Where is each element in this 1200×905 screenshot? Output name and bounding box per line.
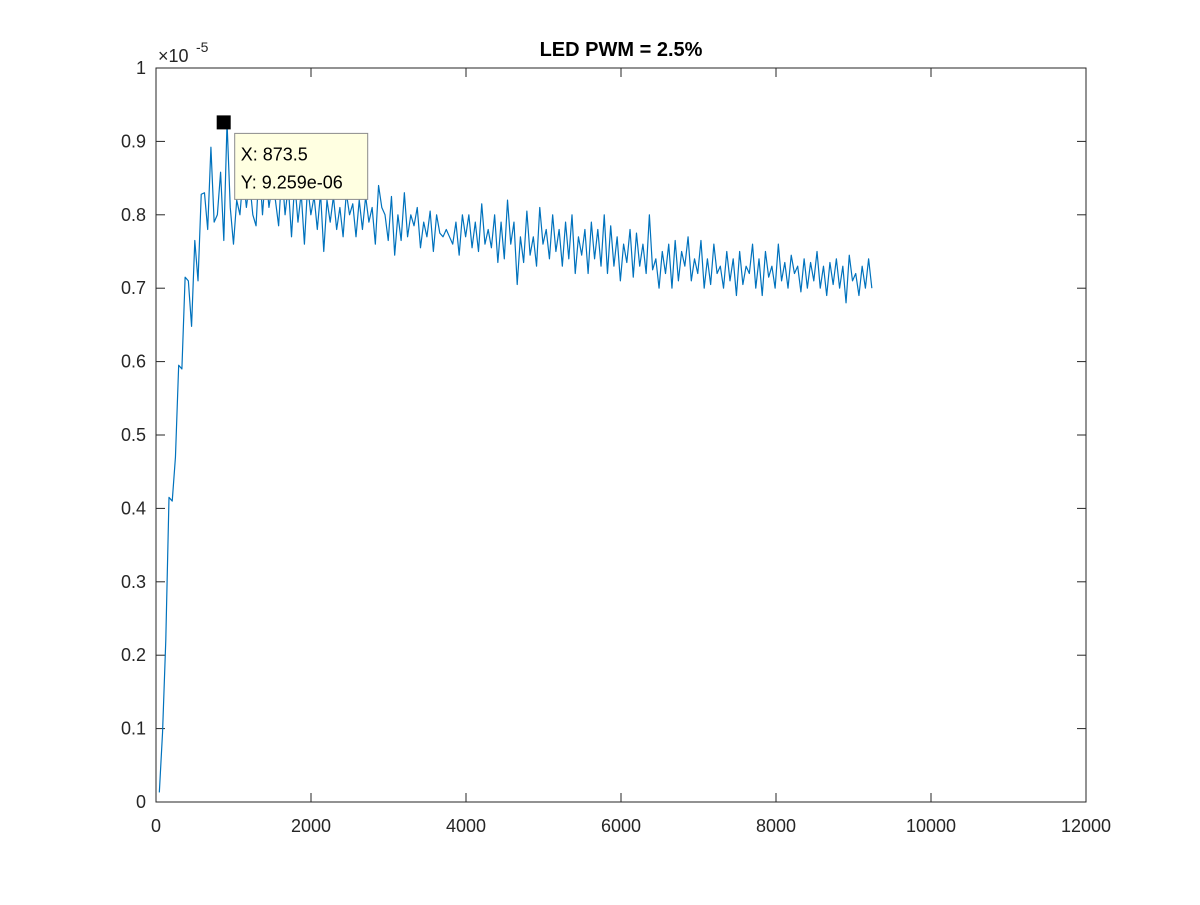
datatip-y-text: Y: 9.259e-06: [241, 172, 343, 192]
y-tick-label: 0: [136, 792, 146, 812]
series-line: [158, 121, 873, 793]
y-axis-exponent-base: ×10: [158, 46, 189, 66]
datatip[interactable]: X: 873.5 Y: 9.259e-06: [216, 115, 369, 200]
x-tick-label: 8000: [756, 816, 796, 836]
y-tick-label: 0.4: [121, 498, 146, 518]
x-axis: 0 2000 4000 6000 8000 10000 12000: [151, 68, 1111, 836]
y-tick-label: 0.3: [121, 572, 146, 592]
y-tick-label: 0.1: [121, 719, 146, 739]
datatip-box: [234, 132, 369, 200]
y-tick-label: 0.6: [121, 352, 146, 372]
datatip-x-text: X: 873.5: [241, 144, 308, 164]
x-tick-label: 0: [151, 816, 161, 836]
y-axis: 0 0.1 0.2 0.3 0.4 0.5 0.6 0.7 0.8 0.9 1: [121, 58, 1086, 812]
datatip-marker[interactable]: [216, 115, 231, 130]
y-tick-label: 0.2: [121, 645, 146, 665]
x-tick-label: 4000: [446, 816, 486, 836]
y-tick-label: 0.9: [121, 131, 146, 151]
y-axis-exponent-power: -5: [196, 39, 209, 55]
series-layer: [158, 121, 873, 793]
x-tick-label: 6000: [601, 816, 641, 836]
x-tick-label: 12000: [1061, 816, 1111, 836]
chart-title: LED PWM = 2.5%: [540, 39, 703, 61]
x-tick-label: 10000: [906, 816, 956, 836]
plot-area-box: [155, 67, 1087, 803]
y-tick-label: 1: [136, 58, 146, 78]
y-tick-label: 0.5: [121, 425, 146, 445]
x-tick-label: 2000: [291, 816, 331, 836]
y-tick-label: 0.8: [121, 205, 146, 225]
y-axis-exponent: ×10 -5: [158, 39, 209, 66]
y-tick-label: 0.7: [121, 278, 146, 298]
